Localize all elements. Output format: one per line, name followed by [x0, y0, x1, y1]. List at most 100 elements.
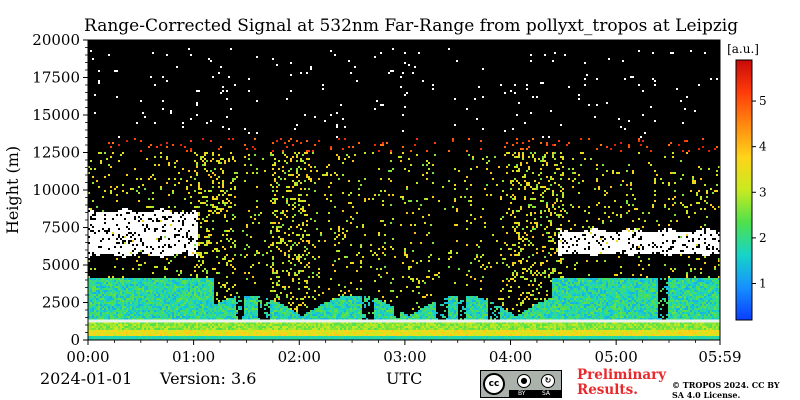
- heatmap-cell: [126, 302, 128, 304]
- heatmap-cell: [152, 238, 154, 240]
- heatmap-cell: [106, 318, 108, 320]
- heatmap-cell: [148, 314, 150, 316]
- heatmap-cell: [196, 328, 198, 330]
- heatmap-cell: [220, 336, 222, 338]
- heatmap-cell: [202, 242, 204, 244]
- heatmap-cell: [102, 304, 104, 306]
- heatmap-cell: [166, 252, 168, 254]
- heatmap-cell: [132, 278, 134, 280]
- heatmap-cell: [150, 176, 152, 178]
- heatmap-cell: [104, 310, 106, 312]
- heatmap-cell: [156, 244, 158, 246]
- heatmap-cell: [120, 314, 122, 316]
- heatmap-cell: [120, 240, 122, 242]
- heatmap-cell: [164, 300, 166, 302]
- heatmap-cell: [148, 282, 150, 284]
- heatmap-cell: [112, 152, 114, 154]
- heatmap-cell: [210, 324, 212, 326]
- heatmap-cell: [298, 278, 300, 280]
- heatmap-cell: [90, 304, 92, 306]
- heatmap-cell: [158, 298, 160, 300]
- heatmap-cell: [230, 336, 232, 338]
- heatmap-cell: [306, 150, 308, 152]
- heatmap-cell: [206, 310, 208, 312]
- heatmap-cell: [190, 218, 192, 220]
- heatmap-cell: [120, 242, 122, 244]
- heatmap-cell: [252, 322, 254, 324]
- heatmap-cell: [162, 218, 164, 220]
- heatmap-cell: [196, 252, 198, 254]
- heatmap-cell: [318, 324, 320, 326]
- heatmap-cell: [316, 316, 318, 318]
- heatmap-cell: [230, 312, 232, 314]
- heatmap-cell: [92, 58, 94, 60]
- heatmap-cell: [286, 312, 288, 314]
- heatmap-cell: [232, 156, 234, 158]
- heatmap-cell: [114, 240, 116, 242]
- heatmap-cell: [316, 338, 318, 340]
- heatmap-cell: [252, 304, 254, 306]
- heatmap-cell: [164, 288, 166, 290]
- heatmap-cell: [232, 286, 234, 288]
- heatmap-cell: [226, 328, 228, 330]
- heatmap-cell: [218, 160, 220, 162]
- heatmap-cell: [308, 324, 310, 326]
- heatmap-cell: [276, 186, 278, 188]
- heatmap-cell: [164, 332, 166, 334]
- heatmap-cell: [184, 308, 186, 310]
- heatmap-cell: [98, 332, 100, 334]
- heatmap-cell: [210, 160, 212, 162]
- heatmap-cell: [332, 334, 334, 336]
- heatmap-cell: [190, 286, 192, 288]
- heatmap-cell: [328, 330, 330, 332]
- heatmap-cell: [312, 276, 314, 278]
- heatmap-cell: [134, 294, 136, 296]
- heatmap-cell: [208, 242, 210, 244]
- heatmap-cell: [116, 194, 118, 196]
- heatmap-cell: [168, 254, 170, 256]
- heatmap-cell: [270, 336, 272, 338]
- heatmap-cell: [264, 336, 266, 338]
- heatmap-cell: [326, 166, 328, 168]
- heatmap-cell: [222, 184, 224, 186]
- heatmap-cell: [246, 306, 248, 308]
- heatmap-cell: [304, 188, 306, 190]
- heatmap-cell: [170, 326, 172, 328]
- heatmap-cell: [208, 336, 210, 338]
- heatmap-cell: [164, 296, 166, 298]
- heatmap-cell: [108, 54, 110, 56]
- heatmap-cell: [156, 236, 158, 238]
- heatmap-cell: [100, 244, 102, 246]
- heatmap-cell: [116, 258, 118, 260]
- heatmap-cell: [156, 266, 158, 268]
- heatmap-cell: [262, 332, 264, 334]
- heatmap-cell: [152, 296, 154, 298]
- heatmap-cell: [282, 326, 284, 328]
- heatmap-cell: [122, 216, 124, 218]
- heatmap-cell: [178, 294, 180, 296]
- heatmap-cell: [110, 234, 112, 236]
- heatmap-cell: [276, 284, 278, 286]
- heatmap-cell: [252, 330, 254, 332]
- heatmap-cell: [208, 284, 210, 286]
- heatmap-cell: [312, 296, 314, 298]
- heatmap-cell: [154, 290, 156, 292]
- heatmap-cell: [144, 212, 146, 214]
- heatmap-cell: [192, 334, 194, 336]
- heatmap-cell: [168, 284, 170, 286]
- heatmap-cell: [94, 298, 96, 300]
- heatmap-cell: [170, 336, 172, 338]
- heatmap-cell: [130, 328, 132, 330]
- heatmap-cell: [132, 332, 134, 334]
- heatmap-cell: [128, 220, 130, 222]
- heatmap-cell: [112, 216, 114, 218]
- heatmap-cell: [294, 324, 296, 326]
- heatmap-cell: [180, 220, 182, 222]
- heatmap-cell: [110, 146, 112, 148]
- heatmap-cell: [184, 226, 186, 228]
- heatmap-cell: [160, 240, 162, 242]
- heatmap-cell: [132, 336, 134, 338]
- heatmap-cell: [172, 312, 174, 314]
- heatmap-cell: [152, 308, 154, 310]
- heatmap-cell: [188, 286, 190, 288]
